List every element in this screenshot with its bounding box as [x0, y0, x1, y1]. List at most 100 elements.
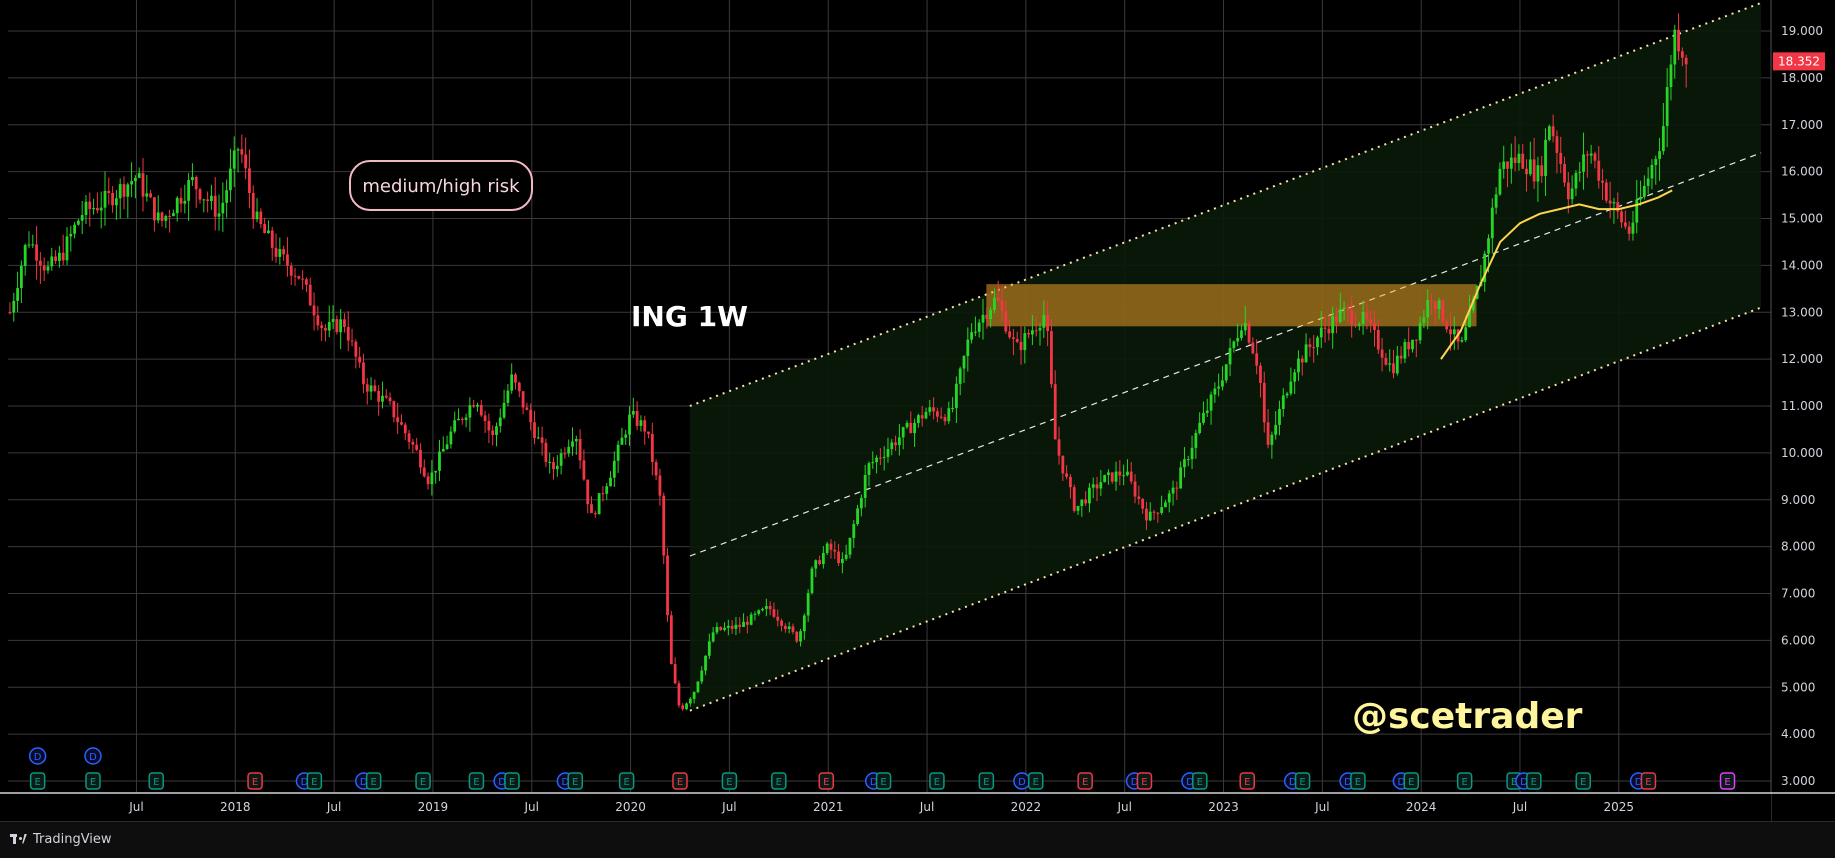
candle-body	[582, 460, 586, 480]
candle-body	[920, 415, 924, 419]
candle-body	[1118, 471, 1122, 476]
candle-body	[1525, 168, 1528, 175]
candle-body	[327, 321, 331, 331]
candle-body	[95, 208, 99, 211]
candle-body	[293, 275, 297, 277]
candle-body	[890, 442, 894, 450]
earnings-marker-icon	[1294, 772, 1311, 790]
candle-body	[1483, 253, 1487, 283]
candle-body	[312, 305, 316, 316]
candle-body	[1297, 358, 1300, 373]
candle-body	[206, 199, 210, 202]
candle-body	[1403, 342, 1407, 359]
candle-body	[590, 504, 593, 514]
resistance-zone[interactable]	[986, 284, 1477, 327]
candle-body	[369, 385, 373, 392]
candle-body	[795, 631, 799, 642]
candle-body	[491, 430, 495, 435]
price-tick-label: 8.000	[1781, 540, 1815, 554]
candle-body	[905, 422, 909, 428]
candle-body	[1601, 180, 1604, 183]
time-tick-label: Jul	[919, 800, 934, 814]
marker-letter: E	[1082, 777, 1088, 788]
candle-body	[1262, 382, 1266, 423]
candle-body	[1148, 511, 1152, 521]
candle-body	[886, 449, 890, 457]
price-tick-label: 5.000	[1781, 680, 1815, 694]
event-marker: E	[1077, 772, 1093, 790]
candle-body	[1658, 151, 1661, 159]
price-tick-label: 3.000	[1781, 774, 1815, 788]
earnings-marker-icon	[1350, 772, 1366, 790]
marker-letter: E	[823, 777, 829, 788]
candle-body	[844, 554, 848, 559]
candle-body	[263, 224, 267, 234]
candle-body	[506, 390, 510, 403]
candle-body	[495, 426, 498, 435]
candle-body	[1570, 188, 1574, 200]
candle-body	[593, 513, 597, 515]
candle-body	[1281, 395, 1285, 409]
earnings-marker-icon	[818, 772, 835, 790]
marker-letter: E	[252, 777, 258, 788]
candle-body	[704, 655, 707, 671]
candle-body	[894, 442, 897, 446]
marker-letter: D	[1635, 777, 1643, 788]
risk-callout[interactable]: medium/high risk	[349, 160, 533, 211]
candle-body	[141, 173, 145, 197]
candle-body	[358, 356, 362, 363]
candle-body	[194, 177, 198, 190]
event-marker: E	[771, 772, 787, 790]
candle-body	[981, 314, 985, 323]
marker-letter: D	[1186, 777, 1194, 788]
marker-letter: E	[1645, 777, 1651, 788]
candle-body	[780, 620, 783, 626]
candle-body	[483, 415, 487, 422]
marker-letter: E	[509, 777, 515, 788]
candle-body	[1205, 410, 1209, 413]
dividend-marker-icon	[28, 747, 47, 765]
candle-body	[666, 555, 669, 616]
last-price-badge-box	[1773, 52, 1825, 71]
candle-body	[175, 197, 179, 214]
time-tick-label: 2022	[1011, 800, 1042, 814]
marker-letter: E	[311, 777, 317, 788]
candle-body	[460, 418, 464, 420]
candle-body	[1129, 471, 1133, 482]
candle-body	[1673, 29, 1677, 65]
candle-body	[1373, 323, 1376, 331]
candle-body	[791, 626, 795, 632]
candle-body	[472, 405, 476, 407]
candle-body	[1513, 157, 1517, 163]
candle-body	[1509, 157, 1513, 169]
candle-body	[749, 614, 753, 625]
candle-body	[1661, 126, 1665, 152]
candle-body	[723, 627, 726, 630]
candle-body	[559, 453, 563, 466]
price-axis[interactable]: 3.000 4.000 5.000 6.000 7.000 8.000 9.000 10.00…	[1770, 0, 1835, 821]
candle-body	[814, 560, 818, 569]
moving-average-line	[1440, 189, 1673, 360]
event-marker: E	[1403, 772, 1420, 790]
earnings-marker-icon	[1192, 772, 1208, 790]
earnings-marker-icon	[415, 772, 431, 790]
candle-body	[859, 497, 863, 509]
candle-body	[130, 181, 134, 185]
event-marker: E	[1640, 772, 1657, 790]
candle-body	[1441, 300, 1445, 322]
candle-body	[210, 195, 213, 202]
candle-body	[1604, 182, 1608, 201]
candle-body	[441, 448, 445, 452]
regression-channel[interactable]	[689, 1, 1762, 712]
event-marker: E	[1456, 772, 1473, 790]
tradingview-brand[interactable]: TradingView	[10, 832, 112, 847]
candle-body	[669, 615, 673, 665]
candle-body	[1274, 424, 1278, 435]
candle-body	[973, 331, 977, 333]
marker-letter: E	[1461, 777, 1467, 788]
time-axis[interactable]: Jul 2018 Jul 2019 Jul 2020 Jul 2021 Jul 2022 Jul 20…	[0, 792, 1835, 821]
candle-body	[837, 551, 840, 564]
candle-body	[799, 631, 802, 642]
candle-body	[1536, 165, 1540, 182]
